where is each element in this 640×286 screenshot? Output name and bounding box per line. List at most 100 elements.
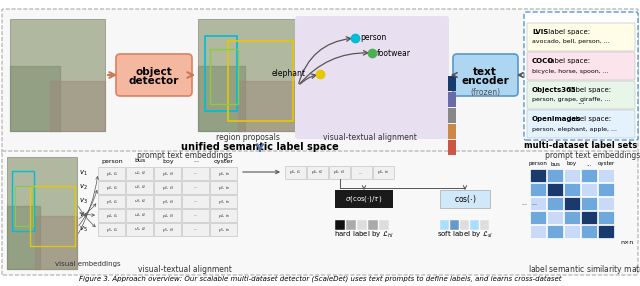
Bar	[581, 169, 597, 182]
Text: ...: ...	[194, 172, 198, 176]
Bar	[448, 124, 456, 139]
Text: oyster: oyster	[214, 158, 234, 164]
Text: footwear: footwear	[377, 49, 411, 57]
Bar	[598, 211, 614, 224]
Bar	[379, 220, 389, 230]
Bar	[182, 181, 209, 194]
Bar	[154, 181, 181, 194]
Bar	[581, 183, 597, 196]
Text: $p_1,t_1$: $p_1,t_1$	[106, 170, 118, 178]
Text: $p_1,t_n$: $p_1,t_n$	[377, 168, 389, 176]
Text: person: person	[360, 33, 387, 43]
Bar	[357, 220, 367, 230]
Text: $v_2$: $v_2$	[79, 182, 88, 192]
FancyBboxPatch shape	[10, 19, 105, 131]
Bar	[30, 186, 75, 246]
FancyBboxPatch shape	[527, 110, 635, 138]
Text: $p_1,t_n$: $p_1,t_n$	[218, 170, 230, 178]
Text: encoder: encoder	[461, 76, 509, 86]
Text: Figure 3. Approach overview: Our scalable multi-dataset detector (ScaleDet) uses: Figure 3. Approach overview: Our scalabl…	[79, 276, 561, 282]
Text: $p_5,t_n$: $p_5,t_n$	[218, 225, 230, 233]
Text: n×n: n×n	[620, 241, 633, 245]
Bar	[460, 220, 469, 230]
Bar	[346, 220, 356, 230]
Text: visual-textual alignment: visual-textual alignment	[138, 265, 232, 273]
Text: ...: ...	[194, 227, 198, 231]
Text: object: object	[136, 67, 172, 77]
Bar	[126, 209, 153, 222]
Text: detector: detector	[129, 76, 179, 86]
Text: Objects365: Objects365	[532, 87, 577, 93]
Bar	[581, 225, 597, 238]
Text: $u_5,t_2$: $u_5,t_2$	[134, 226, 146, 233]
Text: ...: ...	[521, 201, 527, 206]
Bar	[307, 166, 328, 179]
Bar	[564, 169, 580, 182]
Bar	[335, 220, 345, 230]
Text: ...: ...	[194, 200, 198, 204]
Bar	[154, 223, 181, 236]
Bar	[154, 167, 181, 180]
Bar	[210, 223, 237, 236]
Text: person, grape, giraffe, ...: person, grape, giraffe, ...	[532, 98, 611, 102]
Text: label semantic similarity matrix $S$: label semantic similarity matrix $S$	[528, 263, 640, 275]
Bar	[547, 225, 563, 238]
Bar	[564, 211, 580, 224]
Bar	[351, 166, 372, 179]
Text: OpenImages: OpenImages	[532, 116, 582, 122]
Text: $\cos(\cdot)$: $\cos(\cdot)$	[454, 193, 476, 205]
Bar	[368, 220, 378, 230]
Bar	[448, 140, 456, 155]
Bar	[547, 211, 563, 224]
Bar	[285, 166, 306, 179]
Text: $u_3,t_2$: $u_3,t_2$	[134, 198, 146, 205]
Bar	[126, 167, 153, 180]
Text: label space:: label space:	[546, 29, 590, 35]
Text: $p_3,t_1$: $p_3,t_1$	[106, 198, 118, 206]
Bar	[598, 225, 614, 238]
Bar	[182, 195, 209, 208]
Text: $p_5,t_1$: $p_5,t_1$	[106, 225, 118, 233]
FancyBboxPatch shape	[7, 157, 77, 269]
Text: ...: ...	[531, 201, 537, 206]
Text: label space:: label space:	[546, 58, 590, 64]
Text: $p_1,t_2$: $p_1,t_2$	[311, 168, 323, 176]
Text: $v_5$: $v_5$	[79, 225, 88, 234]
Text: multi-dataset label sets: multi-dataset label sets	[524, 142, 637, 150]
Text: bicycle, horse, spoon, ...: bicycle, horse, spoon, ...	[532, 69, 609, 74]
Bar	[154, 209, 181, 222]
Bar	[98, 223, 125, 236]
Text: ...: ...	[359, 170, 363, 174]
Text: bus: bus	[134, 158, 146, 164]
Text: text: text	[473, 67, 497, 77]
Bar	[329, 166, 350, 179]
Text: visual embeddings: visual embeddings	[55, 261, 121, 267]
Bar	[581, 211, 597, 224]
FancyBboxPatch shape	[198, 19, 298, 131]
Text: $p_4,t_1$: $p_4,t_1$	[106, 212, 118, 219]
Bar	[228, 41, 293, 121]
Bar	[15, 186, 33, 226]
Text: $p_1,t_3$: $p_1,t_3$	[333, 168, 345, 176]
Text: oyster: oyster	[597, 162, 614, 166]
Bar	[98, 181, 125, 194]
Bar	[530, 225, 546, 238]
Bar	[530, 197, 546, 210]
FancyBboxPatch shape	[295, 16, 449, 139]
Text: region proposals: region proposals	[216, 134, 280, 142]
Bar	[210, 49, 238, 104]
Bar	[581, 197, 597, 210]
Bar	[470, 220, 479, 230]
Text: $p_4,t_n$: $p_4,t_n$	[218, 212, 230, 219]
FancyBboxPatch shape	[527, 81, 635, 109]
FancyBboxPatch shape	[524, 12, 638, 140]
Bar	[98, 195, 125, 208]
Bar	[530, 183, 546, 196]
Bar	[182, 209, 209, 222]
Text: $\sigma(\cos(\cdot)/\tau)$: $\sigma(\cos(\cdot)/\tau)$	[346, 194, 383, 204]
Text: ...: ...	[193, 158, 199, 164]
Bar	[598, 197, 614, 210]
Bar	[126, 195, 153, 208]
Text: person: person	[529, 162, 547, 166]
Bar	[448, 76, 456, 91]
